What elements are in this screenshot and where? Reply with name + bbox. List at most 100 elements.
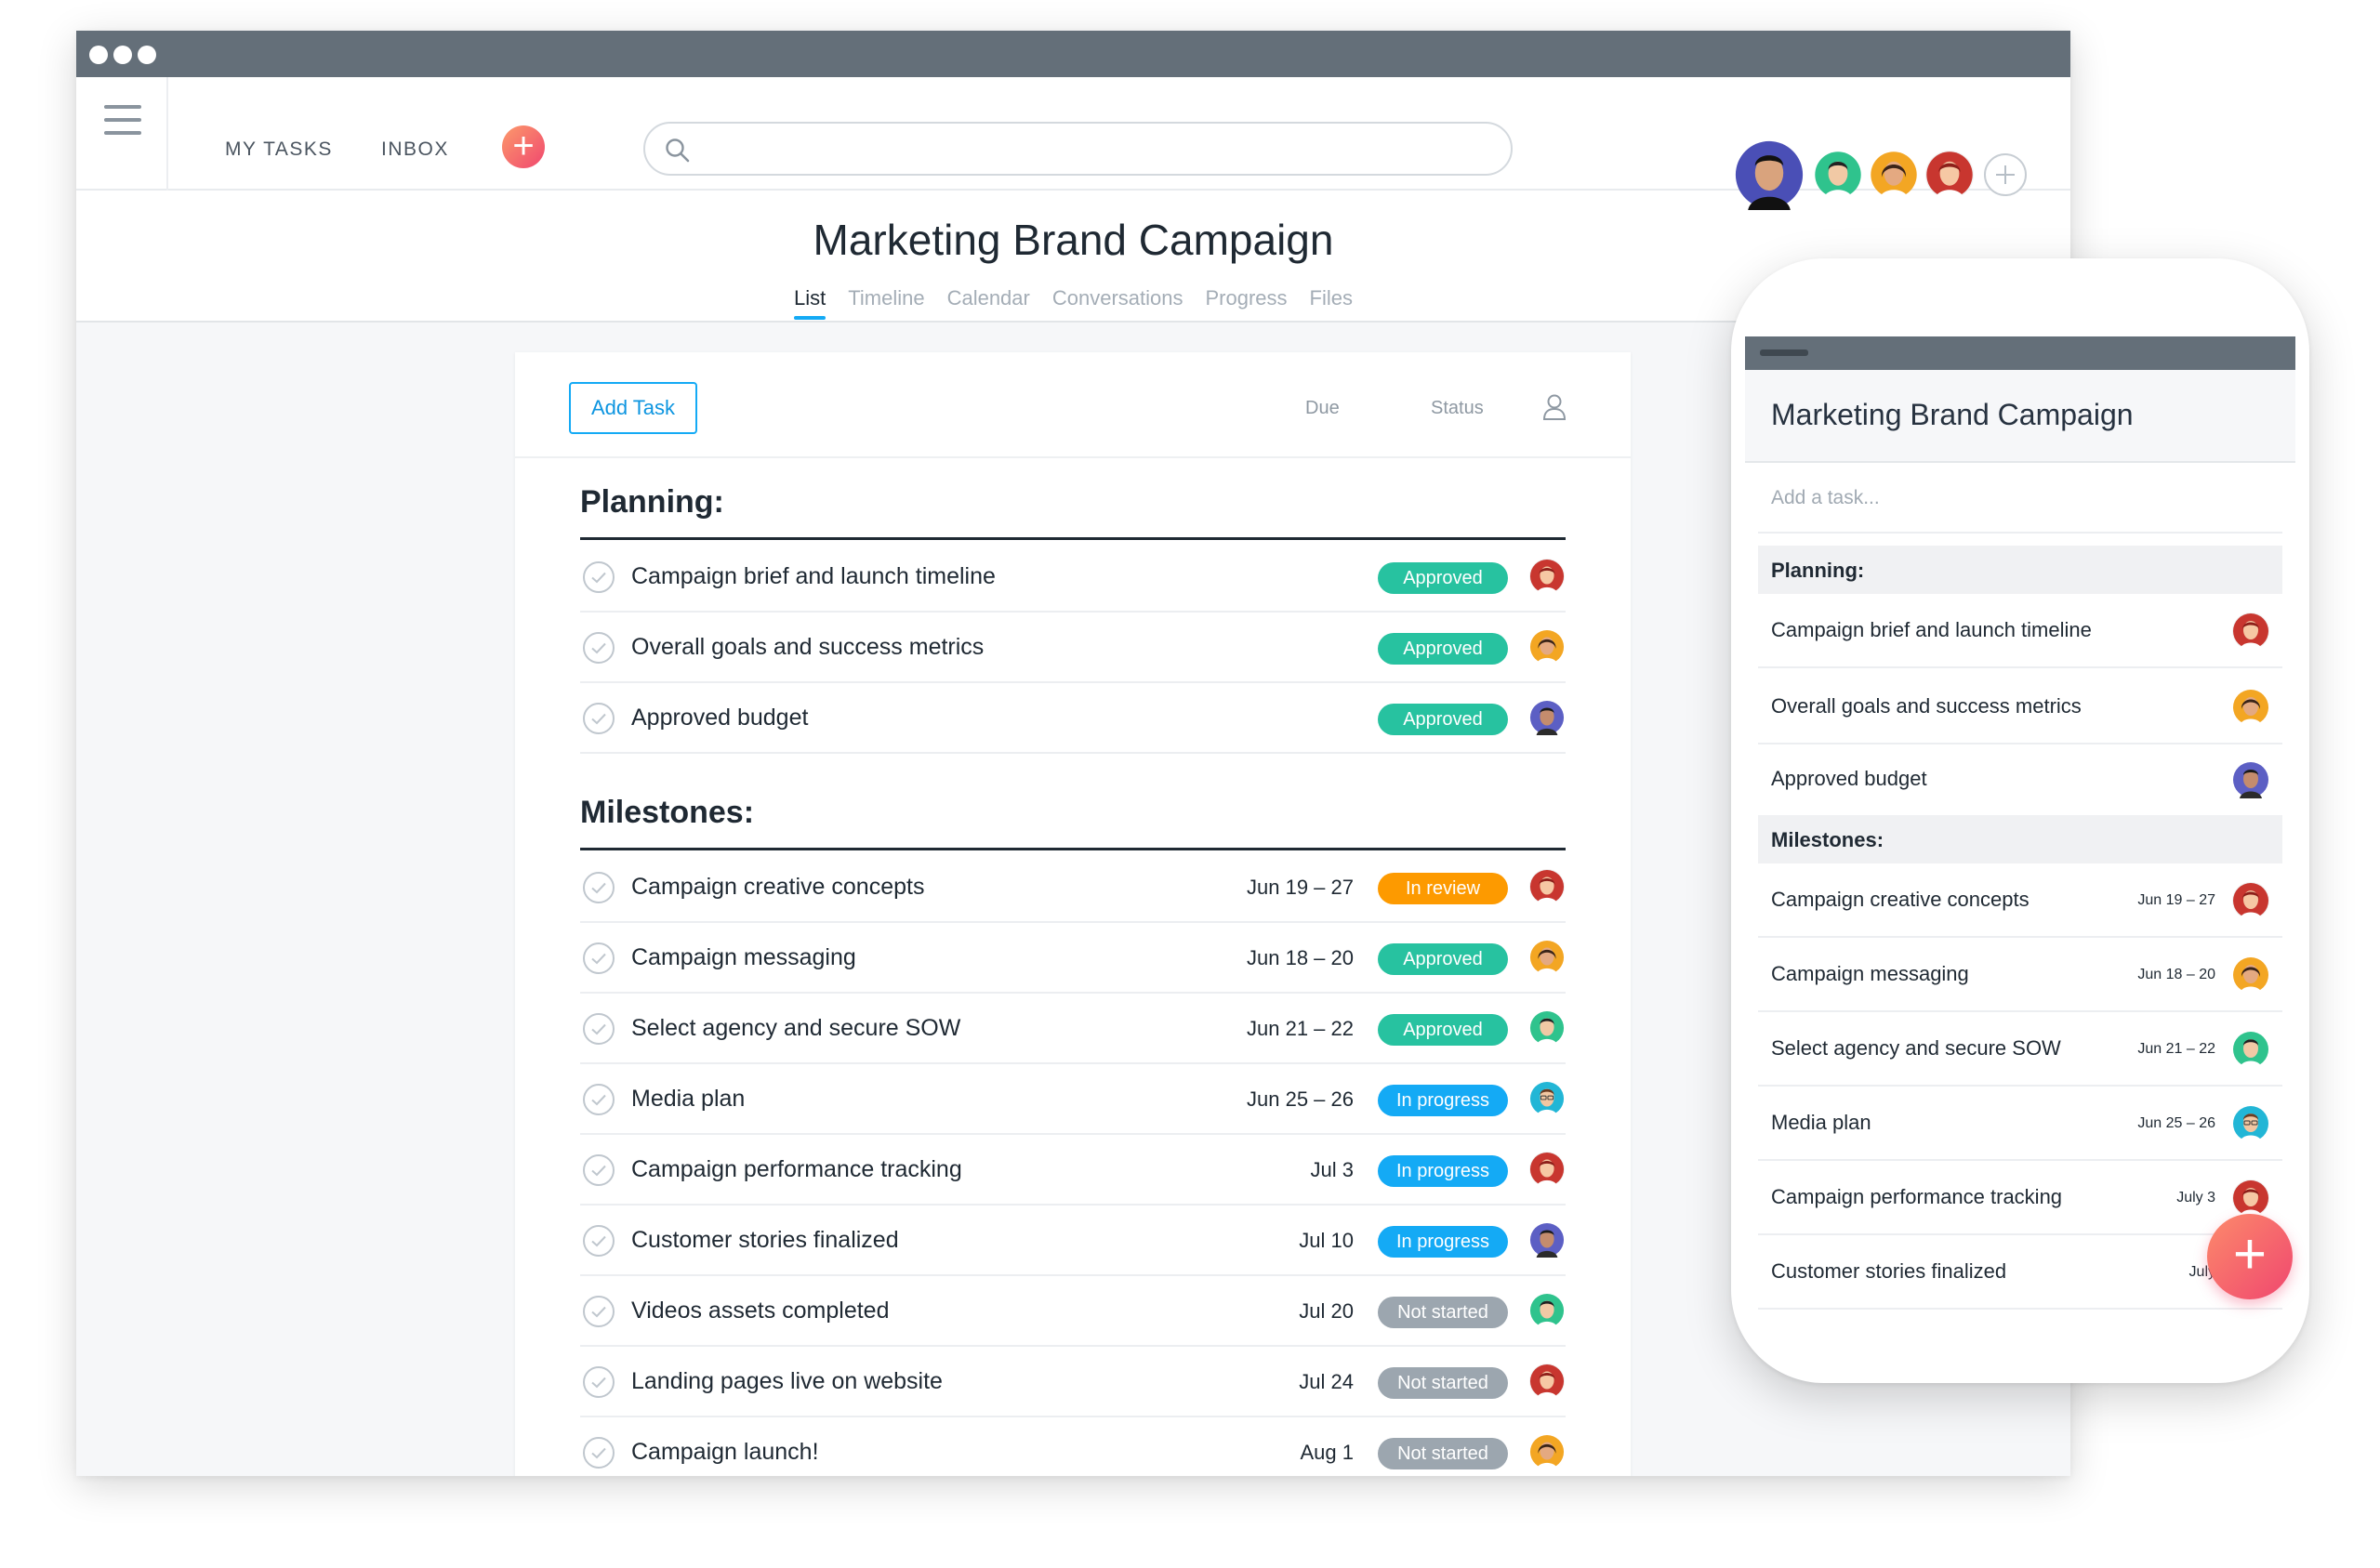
assignee-avatar[interactable] (1529, 629, 1565, 665)
mobile-task-row[interactable]: Overall goals and success metrics (1758, 670, 2282, 744)
check-circle-icon[interactable] (582, 1083, 615, 1116)
task-name[interactable]: Overall goals and success metrics (631, 634, 985, 660)
member-avatar[interactable] (1870, 151, 1918, 199)
task-name[interactable]: Campaign creative concepts (631, 874, 925, 900)
assignee-avatar[interactable] (2232, 689, 2269, 726)
task-name[interactable]: Select agency and secure SOW (631, 1015, 961, 1041)
task-due-date[interactable]: Jul 10 (1299, 1229, 1354, 1252)
task-row[interactable]: Campaign launch! Aug 1 Not started (580, 1417, 1566, 1476)
assignee-avatar[interactable] (2232, 1031, 2269, 1068)
member-avatar[interactable] (1814, 151, 1862, 199)
check-circle-icon[interactable] (582, 631, 615, 665)
member-avatar[interactable] (1925, 151, 1974, 199)
check-circle-icon[interactable] (582, 1295, 615, 1328)
tab-timeline[interactable]: Timeline (848, 286, 925, 310)
mobile-task-name[interactable]: Media plan (1771, 1111, 1871, 1134)
status-badge[interactable]: Not started (1378, 1438, 1508, 1469)
assignee-avatar[interactable] (1529, 940, 1565, 975)
window-close-dot[interactable] (89, 46, 108, 64)
mobile-task-name[interactable]: Approved budget (1771, 767, 1927, 790)
assignee-avatar[interactable] (2232, 1179, 2269, 1217)
task-row[interactable]: Landing pages live on website Jul 24 Not s… (580, 1347, 1566, 1417)
status-badge[interactable]: In progress (1378, 1226, 1508, 1258)
assignee-avatar[interactable] (1529, 1152, 1565, 1187)
nav-inbox-link[interactable]: INBOX (381, 138, 449, 160)
task-due-date[interactable]: Jun 21 – 22 (1247, 1017, 1354, 1040)
task-row[interactable]: Media plan Jun 25 – 26 In progress (580, 1064, 1566, 1135)
assignee-avatar[interactable] (1529, 700, 1565, 735)
status-badge[interactable]: Not started (1378, 1367, 1508, 1399)
tab-files[interactable]: Files (1309, 286, 1353, 310)
status-badge[interactable]: In review (1378, 873, 1508, 904)
task-name[interactable]: Media plan (631, 1086, 746, 1112)
assignee-avatar[interactable] (1529, 559, 1565, 594)
status-badge[interactable]: In progress (1378, 1155, 1508, 1187)
mobile-task-name[interactable]: Select agency and secure SOW (1771, 1036, 2061, 1060)
check-circle-icon[interactable] (582, 942, 615, 975)
check-circle-icon[interactable] (582, 1224, 615, 1258)
assignee-avatar[interactable] (2232, 956, 2269, 994)
task-name[interactable]: Campaign performance tracking (631, 1156, 962, 1182)
nav-my-tasks-link[interactable]: MY TASKS (225, 138, 333, 160)
check-circle-icon[interactable] (582, 1153, 615, 1187)
tab-list[interactable]: List (794, 286, 826, 320)
check-circle-icon[interactable] (582, 1365, 615, 1399)
mobile-task-row[interactable]: Select agency and secure SOW Jun 21 – 22 (1758, 1012, 2282, 1087)
task-row[interactable]: Customer stories finalized Jul 10 In progr… (580, 1206, 1566, 1276)
task-row[interactable]: Campaign performance tracking Jul 3 In pro… (580, 1135, 1566, 1206)
quick-add-button[interactable]: + (502, 125, 545, 168)
search-input[interactable] (643, 122, 1513, 176)
task-name[interactable]: Videos assets completed (631, 1298, 890, 1324)
task-due-date[interactable]: Jul 24 (1299, 1370, 1354, 1393)
status-column-header[interactable]: Status (1431, 398, 1484, 418)
add-task-button[interactable]: Add Task (569, 382, 697, 434)
assignee-avatar[interactable] (2232, 761, 2269, 798)
task-row[interactable]: Approved budget Approved (580, 683, 1566, 754)
task-name[interactable]: Campaign launch! (631, 1439, 819, 1465)
task-due-date[interactable]: Jun 19 – 27 (1247, 876, 1354, 899)
task-name[interactable]: Approved budget (631, 705, 809, 731)
task-name[interactable]: Campaign messaging (631, 944, 856, 970)
window-zoom-dot[interactable] (138, 46, 156, 64)
mobile-add-task-input[interactable]: Add a task... (1771, 487, 1880, 508)
assignee-avatar[interactable] (1529, 869, 1565, 904)
check-circle-icon[interactable] (582, 1012, 615, 1046)
mobile-task-row[interactable]: Media plan Jun 25 – 26 (1758, 1087, 2282, 1161)
mobile-task-name[interactable]: Campaign messaging (1771, 962, 1969, 985)
status-badge[interactable]: In progress (1378, 1085, 1508, 1116)
assignee-avatar[interactable] (2232, 613, 2269, 650)
status-badge[interactable]: Approved (1378, 943, 1508, 975)
mobile-task-row[interactable]: Campaign brief and launch timeline (1758, 594, 2282, 668)
hamburger-icon[interactable] (104, 105, 141, 135)
window-minimize-dot[interactable] (113, 46, 132, 64)
mobile-task-row[interactable]: Campaign messaging Jun 18 – 20 (1758, 938, 2282, 1012)
task-name[interactable]: Customer stories finalized (631, 1227, 899, 1253)
person-icon[interactable] (1542, 393, 1567, 421)
task-due-date[interactable]: Aug 1 (1300, 1441, 1355, 1464)
status-badge[interactable]: Not started (1378, 1297, 1508, 1328)
task-due-date[interactable]: Jul 20 (1299, 1299, 1354, 1323)
status-badge[interactable]: Approved (1378, 633, 1508, 665)
assignee-avatar[interactable] (2232, 1105, 2269, 1142)
task-due-date[interactable]: Jun 25 – 26 (1247, 1087, 1354, 1111)
check-circle-icon[interactable] (582, 560, 615, 594)
status-badge[interactable]: Approved (1378, 1014, 1508, 1046)
mobile-task-name[interactable]: Customer stories finalized (1771, 1259, 2007, 1283)
check-circle-icon[interactable] (582, 702, 615, 735)
task-row[interactable]: Videos assets completed Jul 20 Not started (580, 1276, 1566, 1347)
mobile-task-row[interactable]: Campaign creative concepts Jun 19 – 27 (1758, 863, 2282, 938)
task-name[interactable]: Landing pages live on website (631, 1368, 943, 1394)
assignee-avatar[interactable] (1529, 1081, 1565, 1116)
task-due-date[interactable]: Jun 18 – 20 (1247, 946, 1354, 969)
tab-conversations[interactable]: Conversations (1051, 286, 1183, 310)
assignee-avatar[interactable] (1529, 1434, 1565, 1469)
task-row[interactable]: Overall goals and success metrics Approve… (580, 613, 1566, 683)
task-row[interactable]: Select agency and secure SOW Jun 21 – 22 A… (580, 994, 1566, 1064)
check-circle-icon[interactable] (582, 1436, 615, 1469)
mobile-task-name[interactable]: Campaign creative concepts (1771, 888, 2030, 911)
mobile-task-name[interactable]: Campaign performance tracking (1771, 1185, 2063, 1208)
task-name[interactable]: Campaign brief and launch timeline (631, 563, 996, 589)
mobile-task-row[interactable]: Approved budget (1758, 743, 2282, 817)
add-member-icon[interactable] (1983, 152, 2028, 197)
task-row[interactable]: Campaign creative concepts Jun 19 – 27 In … (580, 852, 1566, 923)
